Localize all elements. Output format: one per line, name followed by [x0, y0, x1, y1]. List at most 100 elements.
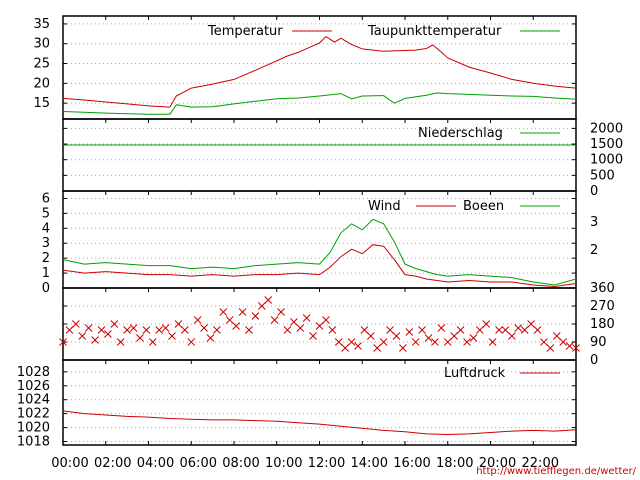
wind-direction-point [328, 326, 337, 334]
wind-direction-point [508, 332, 516, 340]
wind-direction-point [347, 338, 356, 346]
wind-direction-mark [527, 320, 535, 328]
precipitation-ytick-label: 0 [590, 184, 598, 199]
wind-direction-point [238, 308, 247, 316]
xtick-label: 18:00 [436, 456, 473, 471]
wind-direction-point [78, 332, 87, 340]
wind-direction-point [123, 326, 131, 334]
wind-ytick-label: 4 [42, 221, 50, 236]
wind-direction-point [386, 326, 394, 334]
legend-label: Temperatur [207, 24, 283, 39]
xtick-label: 02:00 [94, 456, 131, 471]
wind-direction-point [322, 316, 330, 324]
wind-direction-point [354, 342, 362, 350]
wind-direction-mark [456, 326, 465, 334]
wind-direction-mark [366, 332, 375, 340]
wind-direction-mark [328, 326, 337, 334]
legend-label: Taupunkttemperatur [367, 24, 502, 39]
wind-direction-point [552, 332, 561, 340]
temperature-ytick-label: 25 [33, 57, 50, 72]
wind-direction-point [379, 338, 388, 346]
wind-direction-mark [424, 334, 433, 342]
wind-direction-point [270, 316, 279, 324]
boeen-series-line [62, 218, 577, 286]
wind-direction-mark [302, 314, 311, 322]
wind-direction-point [520, 326, 529, 334]
wind-direction-point [399, 344, 407, 352]
xtick-label: 20:00 [479, 456, 516, 471]
wind-direction-point [289, 318, 298, 326]
wind-direction-point [431, 338, 439, 346]
wind-direction-point [129, 324, 138, 332]
wind-direction-point [91, 336, 99, 344]
wind-direction-point [392, 332, 401, 340]
wind-direction-mark [533, 326, 542, 334]
wind-direction-point [443, 338, 452, 346]
wind-ytick-label: 5 [42, 206, 50, 221]
precipitation-ytick-label: 500 [590, 168, 615, 183]
wind-direction-mark [437, 324, 446, 332]
wind-direction-mark [78, 332, 87, 340]
wind-beaufort-label: 2 [590, 243, 598, 258]
wind-direction-ytick-label: 360 [590, 281, 615, 296]
data-marks [59, 35, 580, 436]
xtick-label: 06:00 [180, 456, 217, 471]
wind-direction-point [200, 324, 208, 332]
wind-direction-mark [495, 326, 503, 334]
wind-direction-mark [552, 332, 561, 340]
wind-direction-mark [225, 316, 234, 324]
temperature-ytick-label: 20 [33, 76, 50, 91]
source-url[interactable]: http://www.tiefflegen.de/wetter/ [476, 466, 636, 477]
wind-direction-mark [238, 308, 247, 316]
wind-direction-point [302, 314, 311, 322]
wind-direction-mark [168, 332, 176, 340]
wind-direction-mark [488, 338, 497, 346]
wind-direction-mark [213, 326, 221, 334]
wind-direction-mark [514, 324, 523, 332]
wind-direction-point [418, 326, 426, 334]
precipitation-ytick-label: 2000 [590, 121, 623, 136]
wind-direction-point [366, 332, 375, 340]
xtick-label: 04:00 [137, 456, 174, 471]
wind-direction-point [565, 342, 574, 350]
tick-labels: 1520253035050010001500200001234562309018… [17, 17, 623, 471]
wind-direction-point [245, 326, 253, 334]
wind-direction-mark [443, 338, 452, 346]
xtick-label: 12:00 [308, 456, 345, 471]
wind-direction-mark [546, 344, 555, 352]
wind-direction-mark [245, 326, 253, 334]
wind-direction-point [501, 326, 510, 334]
xtick-label: 08:00 [222, 456, 259, 471]
wind-direction-mark [354, 342, 362, 350]
wind-direction-point [309, 332, 317, 340]
temperatur-series-line [62, 35, 577, 108]
wind-beaufort-label: 3 [590, 215, 598, 230]
wind-direction-ytick-label: 0 [590, 353, 598, 368]
wind-direction-mark [418, 326, 426, 334]
wind-direction-point [450, 332, 459, 340]
wind-direction-mark [501, 326, 510, 334]
wind-direction-point [142, 326, 151, 334]
wind-direction-mark [309, 332, 317, 340]
wind-direction-mark [219, 308, 228, 316]
wind-direction-point [540, 338, 548, 346]
wind-direction-point [360, 326, 369, 334]
wind-ytick-label: 0 [42, 281, 50, 296]
wind-direction-ytick-label: 180 [590, 317, 615, 332]
wind-direction-mark [399, 344, 407, 352]
wind-direction-point [193, 316, 202, 324]
wind-direction-mark [71, 320, 80, 328]
wind-direction-mark [360, 326, 369, 334]
wind-direction-point [232, 322, 240, 330]
xtick-label: 22:00 [522, 456, 559, 471]
xtick-label: 14:00 [351, 456, 388, 471]
wind-direction-mark [315, 322, 324, 330]
wind-direction-point [546, 344, 555, 352]
wind-direction-mark [84, 324, 93, 332]
wind-direction-mark [161, 324, 170, 332]
wind-direction-mark [148, 338, 157, 346]
wind-direction-mark [142, 326, 151, 334]
wind-direction-point [213, 326, 221, 334]
wind-direction-point [572, 344, 580, 352]
wind-direction-mark [565, 342, 574, 350]
